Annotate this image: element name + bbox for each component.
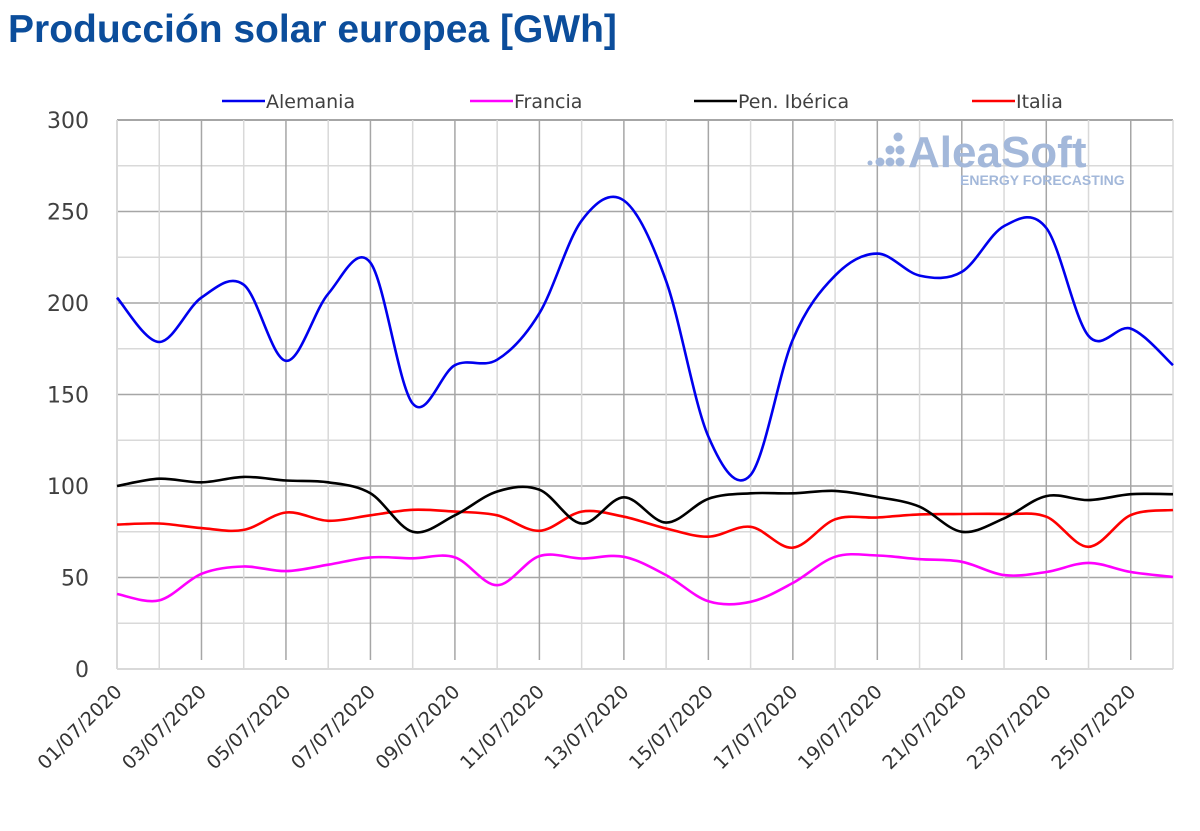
x-tick-label: 23/07/2020 bbox=[963, 681, 1056, 774]
x-tick-label: 21/07/2020 bbox=[878, 681, 971, 774]
legend-item-alemania: Alemania bbox=[222, 91, 355, 113]
series-line-francia bbox=[116, 552, 1174, 606]
legend-label: Pen. Ibérica bbox=[738, 91, 849, 113]
y-axis: 0 50 100 150 200 250 300 bbox=[47, 109, 89, 683]
x-tick-label: 13/07/2020 bbox=[540, 681, 633, 774]
x-tick-label: 05/07/2020 bbox=[202, 681, 295, 774]
x-tick-label: 17/07/2020 bbox=[709, 681, 802, 774]
y-tick-label: 0 bbox=[75, 658, 89, 683]
logo-tagline: ENERGY FORECASTING bbox=[960, 172, 1125, 188]
logo-name: AleaSoft bbox=[908, 128, 1087, 177]
grid bbox=[116, 119, 1174, 670]
legend-label: Italia bbox=[1016, 91, 1063, 113]
y-tick-label: 50 bbox=[61, 567, 89, 592]
aleasoft-logo: AleaSoft ENERGY FORECASTING bbox=[867, 128, 1125, 188]
x-tick-label: 01/07/2020 bbox=[34, 681, 127, 774]
logo-dot bbox=[895, 145, 905, 155]
x-axis: 01/07/202003/07/202005/07/202007/07/2020… bbox=[34, 681, 1141, 774]
x-tick-label: 07/07/2020 bbox=[287, 681, 380, 774]
legend-item-italia: Italia bbox=[972, 91, 1063, 113]
legend: Alemania Francia Pen. Ibérica Italia bbox=[222, 91, 1063, 113]
legend-label: Alemania bbox=[266, 91, 355, 113]
x-tick-label: 19/07/2020 bbox=[794, 681, 887, 774]
y-tick-label: 150 bbox=[47, 384, 89, 409]
legend-label: Francia bbox=[514, 91, 582, 113]
y-tick-label: 250 bbox=[47, 201, 89, 226]
x-tick-label: 25/07/2020 bbox=[1047, 681, 1140, 774]
legend-item-pen-ib-rica: Pen. Ibérica bbox=[694, 91, 849, 113]
x-tick-label: 11/07/2020 bbox=[456, 681, 549, 774]
chart-title: Producción solar europea [GWh] bbox=[8, 8, 617, 51]
series-lines bbox=[116, 195, 1174, 606]
y-tick-label: 200 bbox=[47, 292, 89, 317]
y-tick-label: 300 bbox=[47, 109, 89, 134]
y-tick-label: 100 bbox=[47, 475, 89, 500]
x-tick-label: 15/07/2020 bbox=[625, 681, 718, 774]
logo-dot bbox=[885, 145, 895, 155]
logo-dot bbox=[895, 157, 905, 167]
x-tick-label: 03/07/2020 bbox=[118, 681, 211, 774]
series-line-italia bbox=[116, 508, 1174, 549]
series-line-alemania bbox=[116, 195, 1174, 482]
legend-item-francia: Francia bbox=[470, 91, 582, 113]
logo-dot bbox=[893, 132, 903, 142]
logo-dot bbox=[875, 157, 885, 167]
logo-dot bbox=[885, 157, 895, 167]
series-line-pen-ib-rica bbox=[116, 475, 1174, 534]
logo-dot bbox=[867, 160, 873, 166]
x-tick-label: 09/07/2020 bbox=[371, 681, 464, 774]
